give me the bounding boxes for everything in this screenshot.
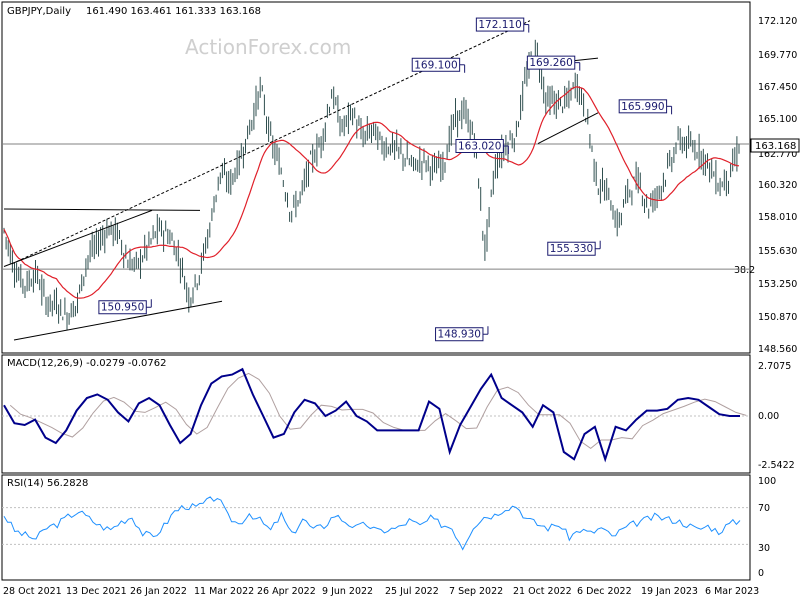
channel-bottom-line bbox=[3, 209, 153, 267]
rsi-line bbox=[3, 496, 741, 551]
macd-y-tick: -2.5422 bbox=[758, 460, 795, 471]
price-y-tick: 148.560 bbox=[758, 344, 797, 355]
annotation-box bbox=[526, 55, 576, 70]
price-plot bbox=[2, 20, 750, 341]
annotation-label: 172.110 bbox=[478, 19, 521, 31]
x-tick: 11 Mar 2022 bbox=[194, 586, 254, 597]
annotation-label: 165.990 bbox=[621, 101, 664, 113]
rsi-title: RSI(14) 56.2828 bbox=[7, 478, 88, 489]
current-price-box bbox=[750, 138, 800, 153]
macd-title: MACD(12,26,9) -0.0279 -0.0762 bbox=[7, 358, 167, 369]
macd-panel-frame bbox=[1, 354, 751, 474]
macd-y-tick: 0.00 bbox=[758, 411, 779, 422]
annotation-label: 148.930 bbox=[438, 329, 481, 341]
price-panel-frame bbox=[1, 1, 751, 354]
annotation-box bbox=[618, 99, 668, 114]
macd-plot bbox=[2, 367, 750, 463]
x-tick: 6 Mar 2023 bbox=[705, 586, 759, 597]
fib-level-label: 38.2 bbox=[734, 265, 755, 276]
support-trendline bbox=[13, 300, 223, 341]
price-y-tick: 165.100 bbox=[758, 114, 797, 125]
price-y-tick: 162.770 bbox=[758, 149, 797, 160]
rsi-y-tick: 70 bbox=[758, 503, 770, 514]
macd-signal-line bbox=[9, 372, 747, 450]
x-tick: 26 Jan 2022 bbox=[130, 586, 187, 597]
annotation-box bbox=[455, 138, 504, 153]
price-y-tick: 167.450 bbox=[758, 82, 797, 93]
watermark: ActionForex.com bbox=[185, 35, 351, 59]
x-tick: 26 Apr 2022 bbox=[257, 586, 316, 597]
rsi-plot bbox=[2, 496, 750, 551]
x-tick: 6 Dec 2022 bbox=[577, 586, 632, 597]
channel-top-line bbox=[3, 208, 201, 211]
x-tick: 19 Jan 2023 bbox=[641, 586, 698, 597]
price-y-tick: 160.320 bbox=[758, 180, 797, 191]
symbol-timeframe: GBPJPY,Daily bbox=[7, 6, 71, 17]
annotation-box bbox=[411, 57, 461, 72]
annotation-label: 155.330 bbox=[550, 243, 593, 255]
x-tick: 7 Sep 2022 bbox=[449, 586, 503, 597]
annotation-label: 169.100 bbox=[414, 59, 457, 71]
price-y-tick: 158.010 bbox=[758, 212, 797, 223]
price-y-tick: 169.770 bbox=[758, 50, 797, 61]
wedge-bottom-line bbox=[537, 112, 599, 145]
rsi-y-tick: 30 bbox=[758, 543, 770, 554]
x-tick: 13 Dec 2021 bbox=[66, 586, 127, 597]
annotation-label: 150.950 bbox=[101, 302, 144, 314]
rsi-y-tick: 100 bbox=[758, 476, 776, 487]
annotation-box bbox=[547, 241, 596, 256]
current-price-label: 163.168 bbox=[755, 141, 796, 152]
macd-main-line bbox=[3, 367, 740, 463]
x-tick: 28 Oct 2021 bbox=[3, 586, 62, 597]
macd-y-tick: 2.7075 bbox=[758, 361, 791, 372]
moving-average-line bbox=[3, 86, 740, 299]
x-tick: 25 Jul 2022 bbox=[385, 586, 439, 597]
price-y-axis: 172.120 169.770 167.450 165.100 162.770 … bbox=[758, 16, 797, 355]
annotation-box bbox=[435, 327, 484, 342]
price-y-tick: 153.250 bbox=[758, 279, 797, 290]
x-axis: 28 Oct 2021 13 Dec 2021 26 Jan 2022 11 M… bbox=[3, 586, 759, 597]
ohlc-readout: 161.490 163.461 161.333 163.168 bbox=[86, 6, 261, 17]
annotation-box bbox=[98, 300, 147, 315]
price-y-tick: 172.120 bbox=[758, 16, 797, 27]
annotation-box bbox=[475, 17, 525, 32]
rsi-panel-frame bbox=[1, 474, 751, 581]
annotation-label: 163.020 bbox=[458, 140, 501, 152]
annotation-label: 169.260 bbox=[529, 57, 572, 69]
price-y-tick: 155.630 bbox=[758, 246, 797, 257]
price-annotations: 172.110 169.100 169.260 165.990 163.020 155.3… bbox=[98, 17, 673, 342]
rsi-y-tick: 0 bbox=[758, 568, 764, 579]
x-tick: 9 Jun 2022 bbox=[322, 586, 373, 597]
price-y-tick: 150.870 bbox=[758, 312, 797, 323]
x-tick: 21 Oct 2022 bbox=[513, 586, 572, 597]
